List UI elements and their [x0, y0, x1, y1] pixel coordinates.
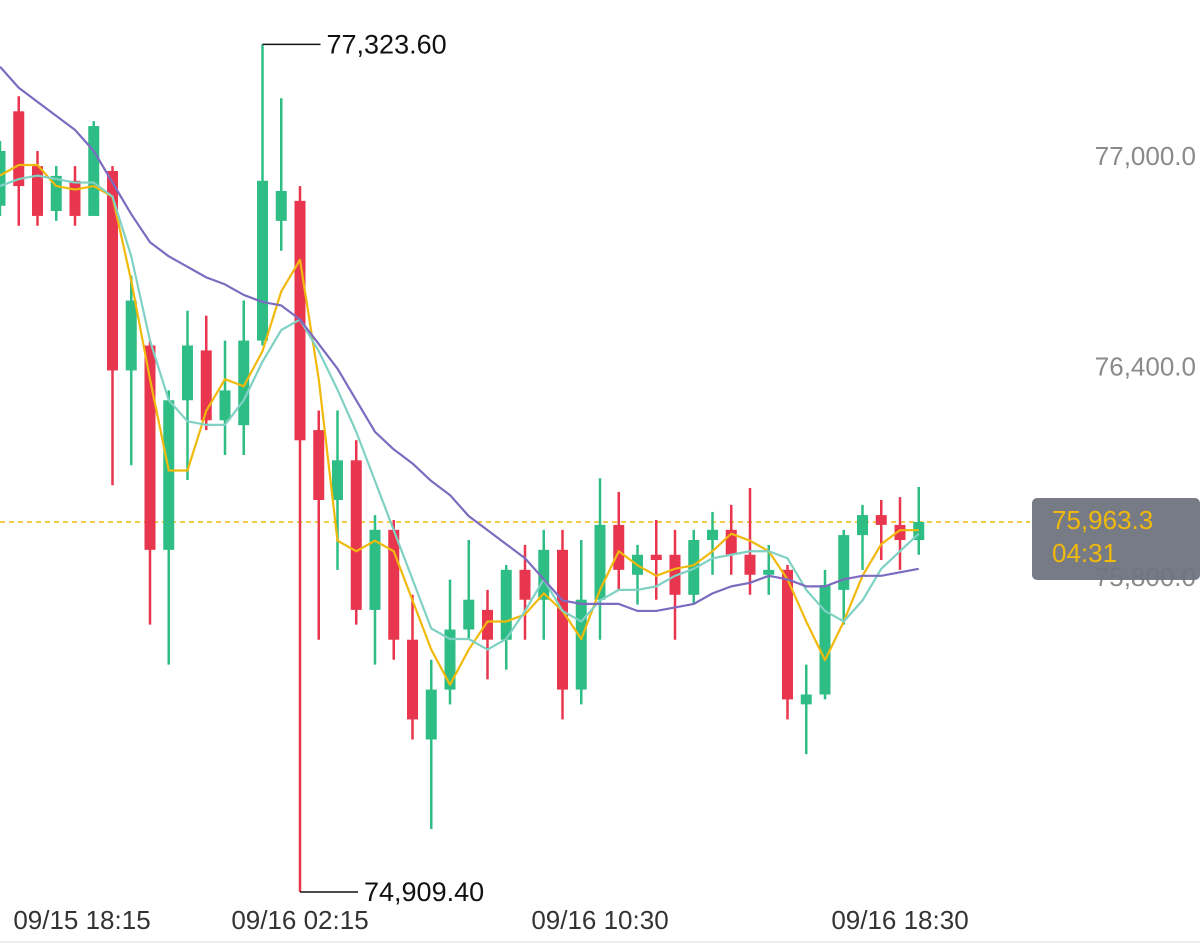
candle-body: [613, 524, 625, 570]
candle-body: [763, 569, 775, 575]
candle-body: [50, 175, 62, 212]
candle-body: [425, 689, 437, 740]
candle-body: [575, 599, 587, 690]
price-badge-value: 75,963.3: [1052, 505, 1153, 535]
candle-body: [482, 609, 493, 640]
candle-body: [650, 554, 662, 561]
candle-body: [369, 529, 381, 610]
x-tick-label: 09/15 18:15: [13, 905, 150, 935]
candle-body: [519, 569, 531, 600]
candle-body: [32, 166, 43, 216]
candle-body: [894, 524, 906, 541]
y-tick-label: 77,000.0: [1095, 141, 1196, 171]
candle-body: [332, 460, 343, 500]
candle-body: [800, 694, 812, 705]
candle-body: [388, 529, 400, 640]
x-tick-label: 09/16 18:30: [831, 905, 968, 935]
candle-body: [782, 569, 793, 700]
candle-body: [500, 569, 512, 640]
candle-body: [444, 629, 456, 690]
ma-line: [0, 163, 919, 686]
candle-body: [200, 350, 212, 421]
candle-body: [594, 524, 606, 600]
x-tick-label: 09/16 02:15: [231, 905, 368, 935]
y-tick-label: 76,400.0: [1095, 352, 1196, 382]
price-badge-countdown: 04:31: [1052, 538, 1117, 568]
candle-body: [275, 191, 287, 221]
candle-body: [13, 111, 25, 187]
candle-body: [838, 535, 850, 590]
candle-body: [707, 529, 718, 541]
ma-line: [0, 65, 919, 613]
candle-body: [875, 515, 887, 525]
candle-body: [144, 345, 156, 550]
annotation-label: 77,323.60: [327, 30, 447, 60]
candle-body: [557, 549, 568, 690]
candle-body: [163, 400, 175, 550]
candle-body: [182, 345, 193, 401]
candle-body: [125, 300, 137, 371]
x-tick-label: 09/16 10:30: [531, 905, 668, 935]
price-badge: [1032, 497, 1200, 580]
candle-body: [350, 460, 362, 610]
candle-body: [88, 126, 100, 216]
candle-body: [725, 529, 737, 555]
candle-body: [407, 639, 418, 720]
candle-body: [688, 540, 700, 595]
candle-body: [107, 170, 118, 371]
candle-body: [0, 150, 6, 206]
annotation-label: 74,909.40: [364, 877, 484, 907]
candle-body: [69, 180, 81, 216]
candle-body: [538, 549, 550, 600]
candle-body: [463, 599, 475, 630]
candle-body: [744, 554, 756, 575]
candle-body: [219, 390, 231, 421]
candle-body: [257, 180, 268, 341]
candle-body: [819, 584, 831, 695]
candle-body: [238, 340, 250, 426]
candle-body: [857, 515, 868, 536]
candle-body: [313, 430, 325, 500]
ma-line: [0, 174, 920, 651]
